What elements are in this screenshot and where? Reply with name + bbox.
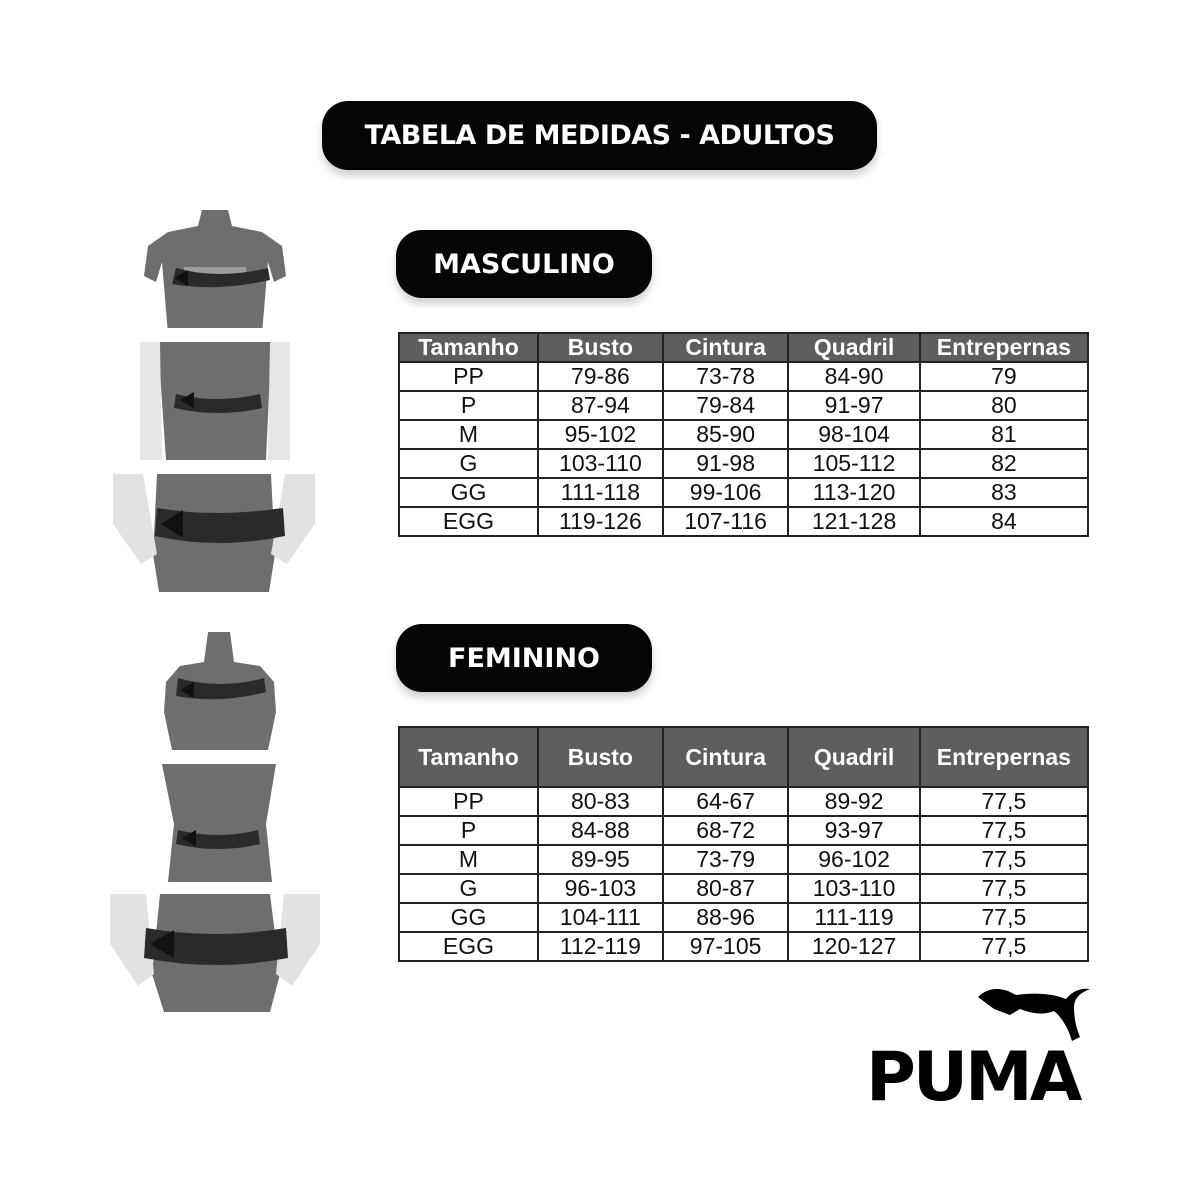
table-cell: 89-92 (787, 786, 921, 817)
table-cell: P (398, 815, 539, 846)
table-cell: 121-128 (787, 506, 921, 537)
female-waist-figure (162, 764, 276, 882)
column-header: Cintura (661, 726, 790, 788)
table-cell: 77,5 (918, 844, 1090, 875)
table-cell: 120-127 (787, 931, 921, 962)
puma-logo: PUMA (866, 988, 1090, 1105)
table-cell: 98-104 (787, 419, 921, 450)
table-cell: 89-95 (536, 844, 664, 875)
column-header: Busto (536, 332, 664, 363)
table-row: GG 104-111 88-96 111-119 77,5 (398, 902, 1090, 933)
table-cell: 82 (918, 448, 1090, 479)
table-cell: 103-110 (536, 448, 664, 479)
column-header: Tamanho (398, 332, 539, 363)
male-bust-figure (144, 210, 286, 328)
table-cell: 93-97 (787, 815, 921, 846)
table-cell: 96-103 (536, 873, 664, 904)
table-cell: 85-90 (661, 419, 790, 450)
table-cell: 77,5 (918, 873, 1090, 904)
table-cell: 111-119 (787, 902, 921, 933)
female-hip-figure (110, 894, 320, 1012)
header-row: Tamanho Busto Cintura Quadril Entrepernas (398, 332, 1090, 363)
table-cell: 105-112 (787, 448, 921, 479)
column-header: Entrepernas (918, 332, 1090, 363)
column-header: Cintura (661, 332, 790, 363)
table-cell: 91-97 (787, 390, 921, 421)
column-header: Busto (536, 726, 664, 788)
table-row: P 87-94 79-84 91-97 80 (398, 390, 1090, 421)
table-row: EGG 119-126 107-116 121-128 84 (398, 506, 1090, 537)
table-cell: 80-83 (536, 786, 664, 817)
female-bust-figure (164, 632, 276, 750)
table-row: M 95-102 85-90 98-104 81 (398, 419, 1090, 450)
table-cell: 119-126 (536, 506, 664, 537)
male-waist-figure (140, 342, 290, 460)
table-cell: 73-78 (661, 361, 790, 392)
table-row: P 84-88 68-72 93-97 77,5 (398, 815, 1090, 846)
table-row: EGG 112-119 97-105 120-127 77,5 (398, 931, 1090, 962)
table-cell: 103-110 (787, 873, 921, 904)
table-cell: 104-111 (536, 902, 664, 933)
table-cell: G (398, 448, 539, 479)
table-cell: 97-105 (661, 931, 790, 962)
column-header: Quadril (787, 726, 921, 788)
male-hip-figure (113, 474, 315, 592)
table-row: M 89-95 73-79 96-102 77,5 (398, 844, 1090, 875)
table-cell: 80-87 (661, 873, 790, 904)
table-cell: 77,5 (918, 931, 1090, 962)
table-cell: 64-67 (661, 786, 790, 817)
puma-logo-text: PUMA (866, 1038, 1083, 1105)
section-label-masculino: MASCULINO (396, 230, 652, 298)
table-row: G 96-103 80-87 103-110 77,5 (398, 873, 1090, 904)
table-cell: 79-84 (661, 390, 790, 421)
column-header: Entrepernas (918, 726, 1090, 788)
table-cell: M (398, 419, 539, 450)
table-feminino: Tamanho Busto Cintura Quadril Entrepernas PP 8… (398, 726, 1090, 962)
table-cell: GG (398, 902, 539, 933)
table-cell: 84-88 (536, 815, 664, 846)
table-row: G 103-110 91-98 105-112 82 (398, 448, 1090, 479)
table-cell: 111-118 (536, 477, 664, 508)
table-cell: PP (398, 786, 539, 817)
column-header: Tamanho (398, 726, 539, 788)
table-cell: 77,5 (918, 786, 1090, 817)
table-cell: 113-120 (787, 477, 921, 508)
table-cell: 83 (918, 477, 1090, 508)
table-cell: 95-102 (536, 419, 664, 450)
column-header: Quadril (787, 332, 921, 363)
table-cell: 88-96 (661, 902, 790, 933)
table-cell: 73-79 (661, 844, 790, 875)
table-cell: GG (398, 477, 539, 508)
table-cell: 99-106 (661, 477, 790, 508)
table-cell: 112-119 (536, 931, 664, 962)
table-cell: 77,5 (918, 902, 1090, 933)
page-title: TABELA DE MEDIDAS - ADULTOS (322, 101, 877, 170)
table-cell: EGG (398, 931, 539, 962)
table-cell: 68-72 (661, 815, 790, 846)
table-cell: 79-86 (536, 361, 664, 392)
table-cell: 96-102 (787, 844, 921, 875)
table-cell: EGG (398, 506, 539, 537)
table-cell: P (398, 390, 539, 421)
table-cell: M (398, 844, 539, 875)
table-cell: PP (398, 361, 539, 392)
table-cell: 84-90 (787, 361, 921, 392)
table-row: GG 111-118 99-106 113-120 83 (398, 477, 1090, 508)
table-cell: G (398, 873, 539, 904)
table-cell: 79 (918, 361, 1090, 392)
table-masculino: Tamanho Busto Cintura Quadril Entrepernas PP 7… (398, 332, 1090, 537)
table-cell: 107-116 (661, 506, 790, 537)
table-cell: 87-94 (536, 390, 664, 421)
table-cell: 77,5 (918, 815, 1090, 846)
section-label-feminino: FEMININO (396, 624, 652, 692)
table-cell: 81 (918, 419, 1090, 450)
table-cell: 80 (918, 390, 1090, 421)
table-row: PP 79-86 73-78 84-90 79 (398, 361, 1090, 392)
table-cell: 84 (918, 506, 1090, 537)
header-row: Tamanho Busto Cintura Quadril Entrepernas (398, 726, 1090, 788)
table-row: PP 80-83 64-67 89-92 77,5 (398, 786, 1090, 817)
table-cell: 91-98 (661, 448, 790, 479)
